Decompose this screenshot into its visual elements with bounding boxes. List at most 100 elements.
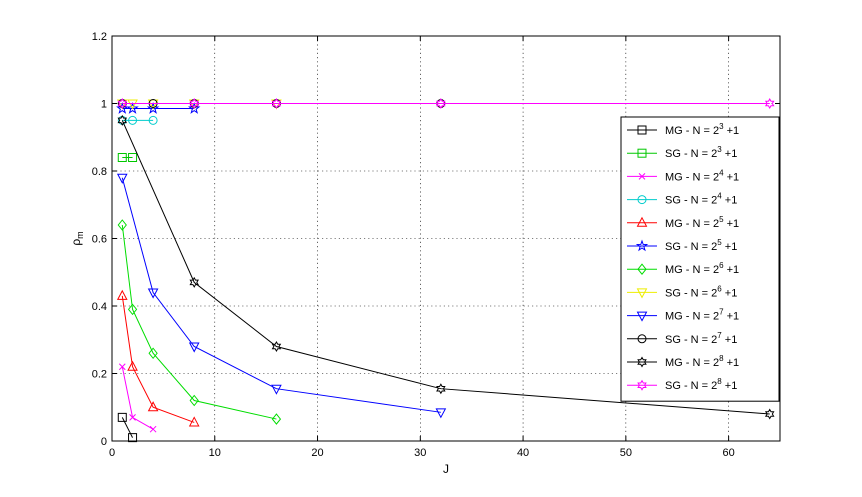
legend-label-suffix: +1 (722, 334, 738, 346)
legend-label: SG - N = 24 +1 (665, 192, 737, 207)
legend-label-exponent: 5 (717, 238, 722, 247)
legend: MG - N = 23 +1SG - N = 23 +1MG - N = 24 … (620, 116, 780, 402)
data-point (127, 303, 138, 316)
series-8 (116, 173, 447, 419)
legend-label-suffix: +1 (724, 171, 740, 183)
legend-label-suffix: +1 (722, 148, 738, 160)
data-point (189, 276, 199, 288)
legend-label-base: SG - N = 2 (665, 380, 717, 392)
data-point (127, 360, 138, 371)
series-5 (116, 102, 201, 114)
y-axis-label-main: ρ (69, 239, 83, 246)
data-point (147, 288, 159, 299)
data-point (147, 401, 159, 412)
data-point (146, 102, 160, 114)
y-tick-label: 1 (101, 99, 107, 111)
legend-label-exponent: 3 (719, 122, 724, 131)
legend-label: MG - N = 28 +1 (665, 354, 739, 369)
legend-swatch-marker (637, 334, 647, 344)
data-point (126, 102, 139, 114)
legend-label-suffix: +1 (722, 241, 738, 253)
legend-label-suffix: +1 (722, 195, 738, 207)
data-point (149, 425, 157, 433)
x-tick-label: 20 (311, 447, 323, 459)
y-axis-label-subscript: m (75, 231, 85, 239)
data-point (117, 219, 127, 231)
legend-label: SG - N = 27 +1 (665, 331, 737, 346)
legend-label: MG - N = 23 +1 (665, 122, 739, 137)
legend-swatch-marker (637, 356, 647, 368)
legend-label-exponent: 8 (719, 354, 724, 363)
legend-label: SG - N = 26 +1 (665, 284, 737, 299)
legend-label-exponent: 5 (719, 215, 724, 224)
legend-label: MG - N = 25 +1 (665, 215, 739, 230)
legend-label: MG - N = 27 +1 (665, 308, 739, 323)
legend-entry: SG - N = 23 +1 (627, 145, 737, 160)
data-point (764, 98, 775, 109)
data-point (128, 115, 138, 125)
legend-label-exponent: 7 (719, 308, 724, 317)
legend-label-base: SG - N = 2 (665, 241, 717, 253)
data-point (764, 408, 775, 420)
legend-label-base: MG - N = 2 (665, 311, 719, 323)
series-4 (116, 289, 200, 427)
data-point (128, 433, 138, 443)
axis-ticks: 0 10 20 30 40 50 60 0 0.2 0.4 0.6 0.8 1 1.2 (92, 31, 780, 459)
series-2 (118, 363, 157, 433)
series-line (121, 224, 277, 420)
data-point (271, 413, 282, 425)
x-tick-label: 60 (722, 447, 734, 459)
legend-label-suffix: +1 (722, 287, 738, 299)
y-axis-label: ρm (69, 231, 85, 245)
legend-label-base: SG - N = 2 (665, 195, 717, 207)
legend-label-base: SG - N = 2 (665, 148, 717, 160)
data-point (271, 341, 282, 352)
data-point (128, 153, 138, 162)
legend-label: SG - N = 25 +1 (665, 238, 737, 253)
legend-label-exponent: 6 (719, 261, 724, 270)
y-tick-label: 0.2 (92, 369, 107, 381)
series-0 (117, 412, 138, 443)
data-point (148, 115, 158, 125)
series-1 (117, 153, 138, 162)
series-line (121, 120, 770, 415)
legend-label: SG - N = 28 +1 (665, 377, 737, 392)
legend-label-exponent: 8 (717, 377, 722, 386)
x-axis-label: J (443, 462, 449, 476)
legend-label-exponent: 4 (719, 168, 724, 177)
legend-entry: MG - N = 25 +1 (627, 215, 739, 230)
series-line (121, 295, 195, 423)
legend-label-exponent: 3 (717, 145, 722, 154)
legend-label: SG - N = 23 +1 (665, 145, 737, 160)
y-tick-label: 0.6 (92, 234, 107, 246)
x-tick-label: 50 (620, 447, 632, 459)
data-point (436, 98, 446, 109)
legend-swatch-marker (637, 195, 647, 205)
data-point (436, 383, 446, 395)
legend-entry: MG - N = 24 +1 (627, 168, 739, 183)
legend-swatch-marker (636, 288, 648, 299)
data-point (118, 363, 126, 371)
legend-entry: SG - N = 25 +1 (627, 238, 737, 253)
data-point (435, 408, 447, 419)
legend-label-suffix: +1 (724, 125, 740, 137)
legend-swatch-marker (636, 311, 648, 322)
legend-entry: SG - N = 27 +1 (627, 331, 737, 346)
legend-label-base: MG - N = 2 (665, 264, 719, 276)
data-point (117, 98, 128, 109)
legend-label-suffix: +1 (724, 218, 740, 230)
data-point (189, 98, 199, 109)
data-point (116, 173, 128, 184)
series-6 (117, 219, 282, 425)
x-tick-label: 10 (209, 447, 221, 459)
data-point (188, 416, 200, 427)
legend-label-base: MG - N = 2 (665, 357, 719, 369)
data-point (189, 394, 199, 407)
legend-label-suffix: +1 (724, 357, 740, 369)
legend-label-base: MG - N = 2 (665, 171, 719, 183)
data-point (116, 102, 129, 114)
y-tick-label: 0.4 (92, 301, 107, 313)
legend-entry: MG - N = 27 +1 (627, 308, 739, 323)
y-tick-label: 0.8 (92, 166, 107, 178)
legend-label: MG - N = 24 +1 (665, 168, 739, 183)
